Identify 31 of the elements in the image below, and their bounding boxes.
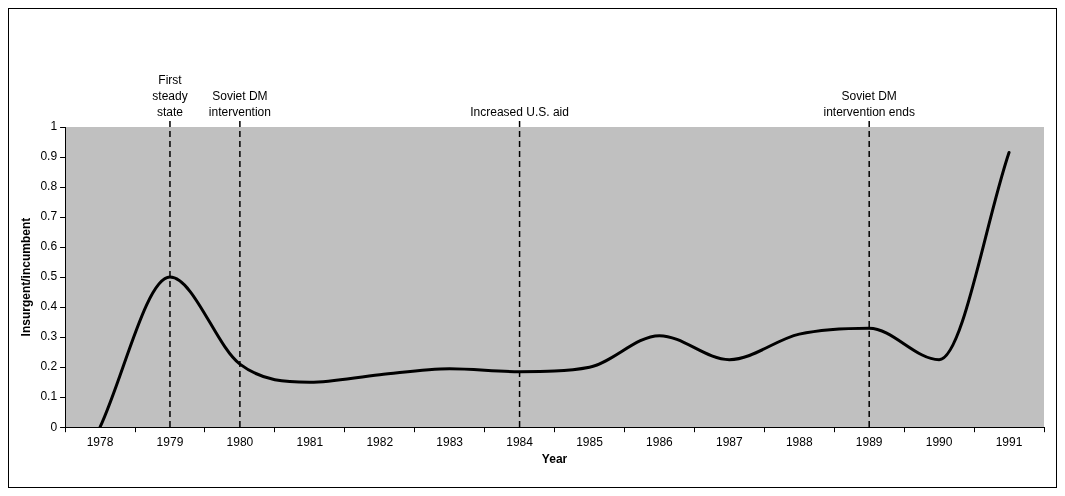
x-tick-label: 1983	[436, 434, 464, 449]
ref-line-label: Soviet DM intervention	[208, 89, 271, 120]
ref-line-label: Soviet DM intervention ends	[823, 89, 915, 120]
y-tick-label: 0.3	[40, 329, 58, 344]
x-tick-label: 1988	[785, 434, 813, 449]
x-tick-label: 1982	[366, 434, 394, 449]
x-tick-label: 1984	[506, 434, 534, 449]
y-tick-label: 0	[50, 419, 58, 434]
x-axis-title: Year	[541, 452, 568, 467]
ref-line-label: Increased U.S. aid	[470, 105, 569, 120]
y-axis-title: Insurgent/incumbent	[18, 217, 33, 337]
y-tick-label: 0.2	[40, 359, 58, 374]
y-tick-label: 0.9	[40, 149, 58, 164]
ref-line-label: First steady state	[152, 73, 188, 120]
y-tick-label: 0.6	[40, 239, 58, 254]
x-tick-label: 1981	[296, 434, 324, 449]
y-tick-label: 1	[50, 119, 58, 134]
y-tick-label: 0.8	[40, 179, 58, 194]
x-tick-label: 1991	[995, 434, 1023, 449]
x-tick-label: 1990	[925, 434, 953, 449]
y-tick-label: 0.5	[40, 269, 58, 284]
x-tick-label: 1987	[716, 434, 744, 449]
x-tick-label: 1985	[576, 434, 604, 449]
y-tick-label: 0.7	[40, 209, 58, 224]
y-tick-label: 0.1	[40, 389, 58, 404]
x-tick-label: 1986	[646, 434, 674, 449]
x-tick-label: 1989	[855, 434, 883, 449]
x-tick-label: 1979	[156, 434, 184, 449]
x-tick-label: 1978	[86, 434, 114, 449]
y-tick-label: 0.4	[40, 299, 58, 314]
x-tick-label: 1980	[226, 434, 254, 449]
